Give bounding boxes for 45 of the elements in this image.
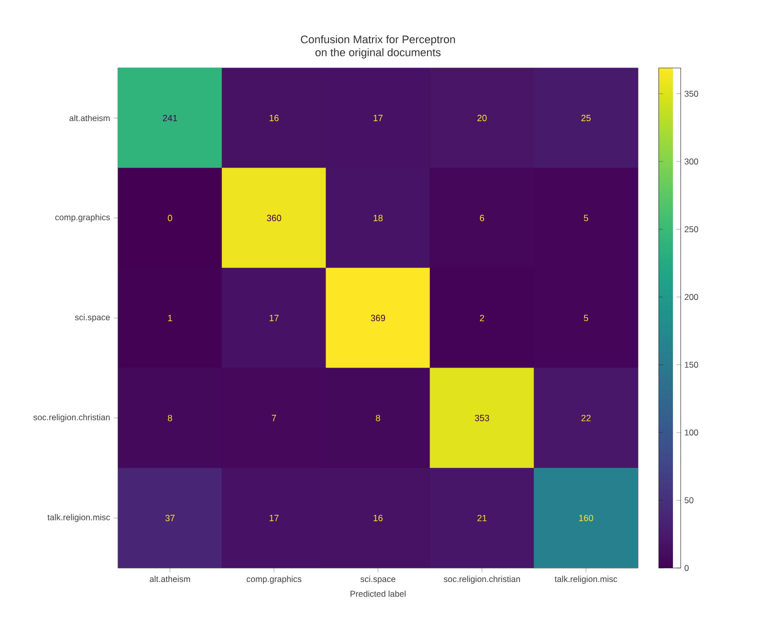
- x-tick-label: comp.graphics: [246, 576, 302, 584]
- color-bar-label: 50: [684, 497, 694, 504]
- y-tick-label: alt.atheism: [69, 114, 110, 122]
- data-label: 37: [165, 514, 175, 522]
- data-label: 369: [370, 314, 386, 322]
- data-label: 17: [270, 514, 279, 522]
- data-label: 20: [477, 114, 487, 122]
- data-label: 0: [168, 214, 172, 222]
- color-bar-label: 150: [684, 362, 698, 368]
- data-label: 8: [376, 414, 380, 422]
- color-bar-label: 350: [684, 90, 698, 97]
- chart-subtitle: on the original documents: [315, 48, 441, 58]
- data-label: 18: [374, 214, 383, 222]
- data-label: 241: [162, 114, 178, 122]
- x-tick-label: soc.religion.christian: [444, 576, 520, 584]
- data-label: 8: [168, 414, 172, 422]
- chart-title: Confusion Matrix for Perceptron: [300, 35, 455, 46]
- x-tick-label: sci.space: [360, 576, 396, 584]
- color-bar-label: 100: [684, 429, 698, 436]
- data-label: 5: [584, 214, 588, 222]
- data-label: 160: [579, 514, 594, 522]
- color-bar-label: 250: [684, 226, 698, 232]
- data-label: 2: [480, 314, 484, 322]
- data-label: 17: [374, 114, 383, 122]
- data-label: 353: [474, 414, 490, 422]
- y-tick-label: soc.religion.christian: [33, 414, 110, 422]
- data-label: 1: [168, 314, 172, 322]
- y-tick-label: sci.space: [75, 314, 110, 322]
- data-label: 6: [480, 214, 484, 222]
- color-bar-label: 200: [684, 294, 698, 300]
- color-bar-label: 0: [684, 564, 689, 572]
- data-label: 17: [270, 314, 279, 322]
- data-label: 360: [266, 214, 282, 222]
- x-tick-label: talk.religion.misc: [554, 576, 618, 584]
- data-label: 16: [374, 514, 383, 522]
- y-tick-label: comp.graphics: [55, 214, 110, 222]
- data-label: 25: [581, 114, 591, 122]
- data-label: 16: [270, 114, 279, 122]
- color-bar-label: 300: [684, 158, 698, 164]
- data-label: 7: [272, 414, 276, 422]
- y-tick-label: talk.religion.misc: [48, 514, 110, 522]
- x-axis-title: Predicted label: [350, 590, 406, 597]
- x-tick-label: alt.atheism: [150, 576, 190, 582]
- data-label: 21: [477, 514, 487, 522]
- data-label: 5: [584, 314, 588, 322]
